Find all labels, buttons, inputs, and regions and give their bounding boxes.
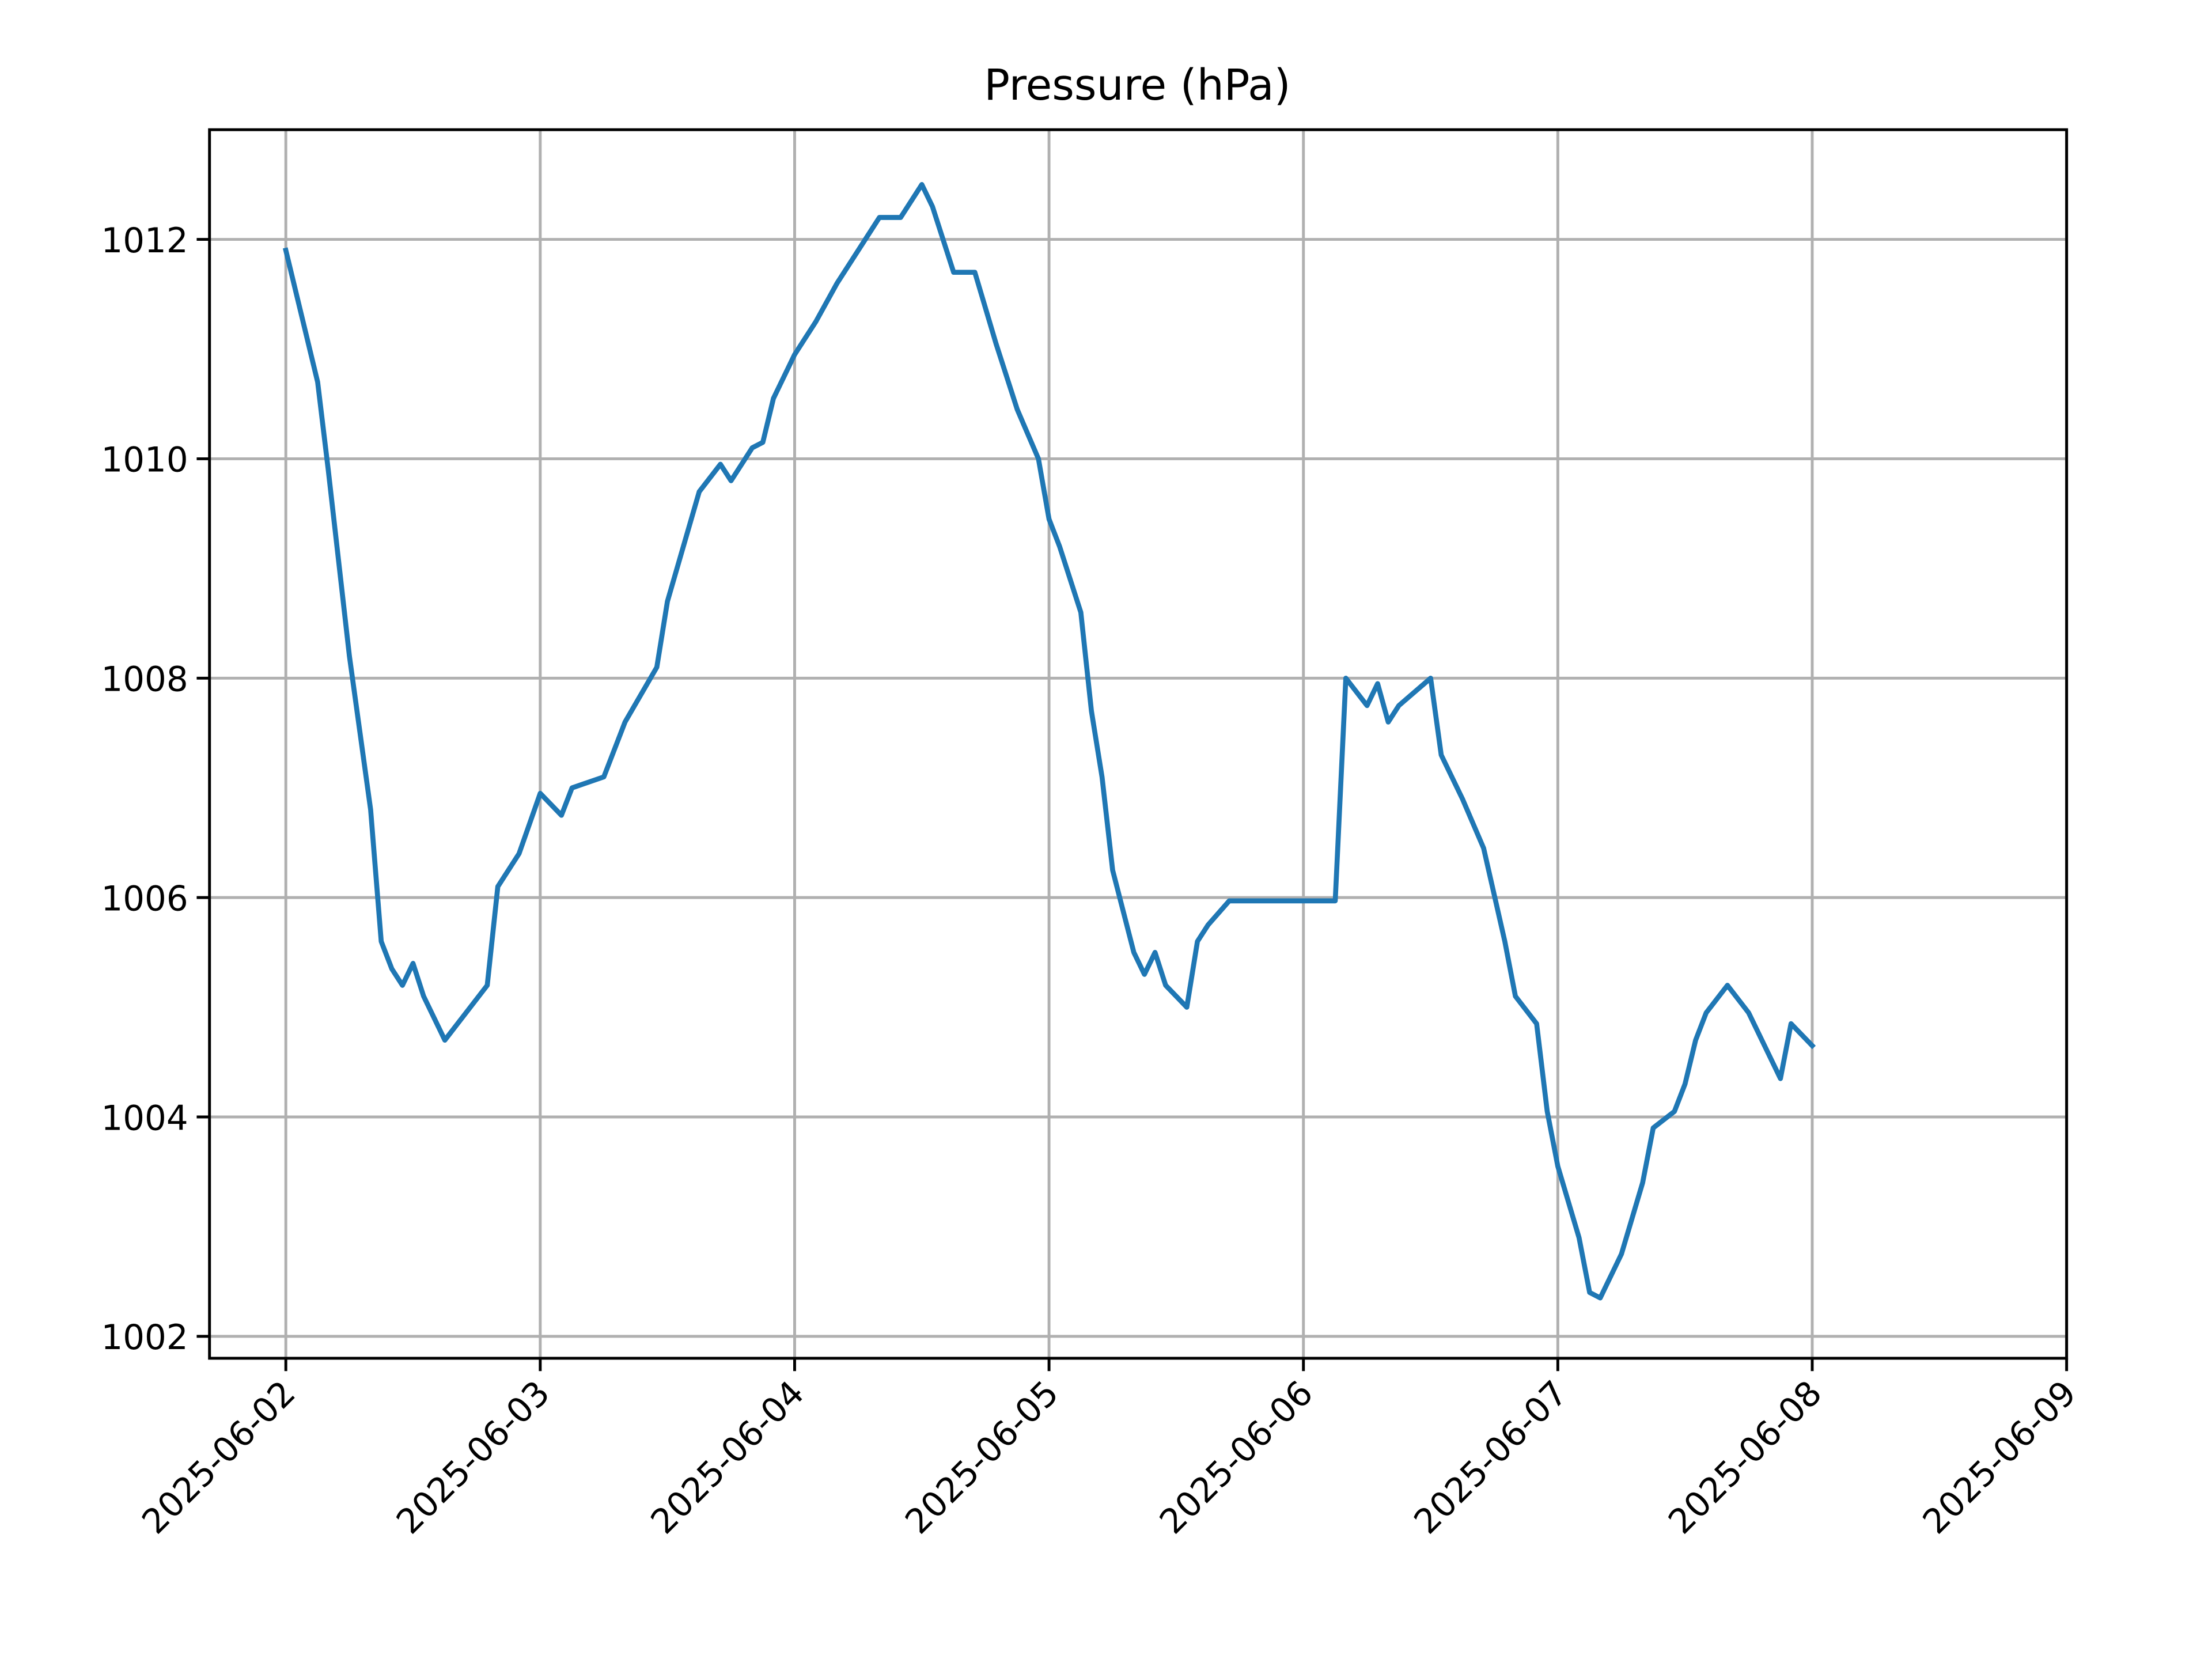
x-tick-label: 2025-06-02 (135, 1373, 304, 1542)
line-series (282, 182, 1816, 1301)
x-tick-label: 2025-06-07 (1407, 1373, 1575, 1542)
y-tick-label: 1008 (101, 660, 188, 700)
y-tick-label: 1004 (101, 1099, 188, 1138)
chart-title: Pressure (hPa) (984, 60, 1290, 110)
x-tick-label: 2025-06-08 (1661, 1373, 1830, 1542)
x-tick-label: 2025-06-06 (1152, 1373, 1321, 1542)
y-tick-label: 1002 (101, 1318, 188, 1358)
y-tick-label: 1012 (101, 221, 188, 261)
x-tick-label: 2025-06-03 (389, 1373, 558, 1542)
x-tick-label: 2025-06-05 (898, 1373, 1067, 1542)
y-tick-label: 1006 (101, 879, 188, 919)
y-tick-label: 1010 (101, 441, 188, 480)
x-tick-label: 2025-06-09 (1915, 1373, 2084, 1542)
x-tick-label: 2025-06-04 (643, 1373, 812, 1542)
plot-frame (208, 128, 2069, 1360)
